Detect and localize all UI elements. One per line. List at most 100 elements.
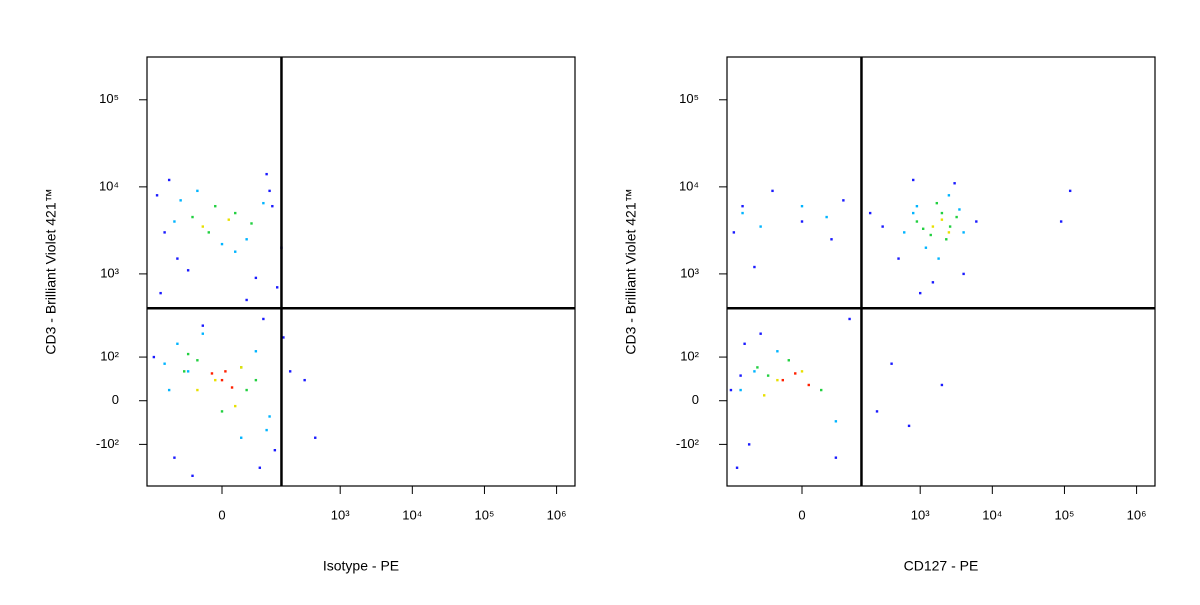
- dot: [179, 199, 182, 202]
- dot: [186, 269, 190, 272]
- y-axis-label: CD3 - Brilliant Violet 421™: [43, 188, 59, 354]
- dot: [945, 238, 948, 241]
- dot: [962, 272, 965, 276]
- dot: [201, 324, 205, 327]
- y-tick-label: 10⁵: [99, 91, 119, 106]
- dot: [756, 366, 759, 369]
- dot: [220, 410, 224, 413]
- dot: [929, 233, 932, 237]
- x-axis-label: Isotype - PE: [323, 558, 399, 574]
- dot: [903, 231, 906, 234]
- y-tick-label: -10²: [96, 436, 120, 451]
- dot: [735, 466, 739, 469]
- y-tick-label: 10⁴: [99, 178, 119, 193]
- dot: [152, 355, 156, 359]
- dot: [919, 291, 922, 295]
- dot: [875, 410, 879, 413]
- dot: [800, 370, 804, 373]
- dot: [163, 231, 166, 234]
- dot: [173, 220, 176, 223]
- dot: [912, 178, 915, 182]
- dot: [245, 298, 248, 302]
- dot: [897, 257, 900, 260]
- dot: [800, 204, 804, 208]
- dot: [975, 220, 978, 223]
- dot: [741, 204, 744, 208]
- dot: [741, 211, 744, 215]
- dot: [834, 420, 838, 423]
- dot: [230, 386, 234, 389]
- x-tick-label: 10⁵: [475, 507, 495, 522]
- dot: [915, 204, 919, 208]
- x-tick-label: 10⁶: [547, 507, 567, 522]
- dot: [210, 372, 214, 375]
- dot: [890, 362, 893, 365]
- dot: [753, 265, 756, 269]
- dot: [729, 388, 733, 392]
- y-tick-label: 10³: [680, 265, 699, 280]
- dot: [196, 388, 199, 392]
- dot: [747, 443, 751, 446]
- dot: [224, 370, 227, 373]
- dot: [848, 317, 851, 321]
- y-tick-label: 0: [112, 392, 119, 407]
- dot: [240, 436, 243, 439]
- dot: [183, 370, 186, 373]
- dot: [800, 220, 804, 223]
- dot: [962, 231, 965, 234]
- dot: [958, 208, 961, 211]
- dot: [268, 415, 271, 418]
- dot: [271, 204, 274, 208]
- dot: [947, 194, 951, 197]
- y-tick-label: 10³: [100, 265, 119, 280]
- dot: [940, 218, 944, 221]
- dot: [176, 342, 179, 345]
- y-tick-label: -10²: [676, 436, 700, 451]
- x-tick-label: 0: [218, 507, 225, 522]
- dot: [245, 388, 248, 392]
- dot: [1059, 220, 1063, 223]
- dot: [763, 394, 766, 397]
- dot: [234, 250, 237, 253]
- dot: [254, 276, 258, 280]
- dot: [303, 378, 306, 382]
- dot: [753, 370, 756, 373]
- dot: [881, 225, 884, 228]
- dot: [931, 281, 935, 284]
- dot: [314, 436, 317, 439]
- dot: [766, 374, 770, 377]
- dot: [924, 246, 928, 249]
- dot: [288, 370, 292, 373]
- x-tick-label: 10⁵: [1055, 507, 1075, 522]
- dot: [921, 227, 925, 230]
- dot: [842, 199, 845, 202]
- dot: [207, 231, 210, 234]
- dot: [931, 225, 935, 228]
- x-tick-label: 10³: [911, 507, 930, 522]
- dot: [196, 189, 199, 193]
- dot: [1068, 189, 1072, 193]
- dot: [201, 332, 205, 335]
- dot: [907, 424, 911, 428]
- dot: [953, 182, 956, 185]
- dot: [273, 448, 277, 452]
- y-axis-label: CD3 - Brilliant Violet 421™: [623, 188, 639, 354]
- dot: [240, 366, 243, 369]
- dot: [214, 378, 217, 382]
- x-axis-label: CD127 - PE: [904, 558, 979, 574]
- dot: [794, 372, 797, 375]
- dot: [739, 374, 742, 377]
- x-tick-label: 10⁶: [1127, 507, 1147, 522]
- dot: [825, 215, 828, 219]
- dot: [220, 242, 224, 246]
- dot: [937, 257, 940, 260]
- dot: [159, 291, 162, 295]
- dot: [732, 231, 736, 234]
- dot: [781, 378, 785, 382]
- dot: [830, 238, 833, 241]
- dot: [258, 466, 262, 469]
- dot: [759, 225, 762, 228]
- dot: [834, 456, 838, 459]
- dot: [276, 286, 279, 289]
